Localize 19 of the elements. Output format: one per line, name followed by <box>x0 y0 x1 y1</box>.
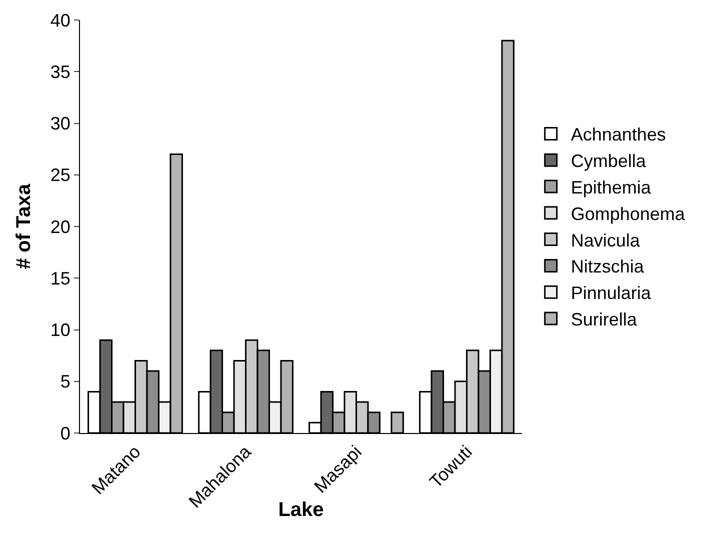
legend-label: Gomphonema <box>570 204 686 224</box>
y-tick-label: 5 <box>60 372 70 392</box>
y-axis-title: # of Taxa <box>13 183 35 270</box>
legend-label: Achnanthes <box>570 124 666 145</box>
y-tick-label: 40 <box>50 10 70 30</box>
legend-label: Cymbella <box>570 151 647 172</box>
legend-label: Navicula <box>570 230 641 250</box>
y-tick-label: 15 <box>50 268 70 288</box>
x-axis-title: Lake <box>278 498 324 521</box>
legend-label: Pinnularia <box>570 283 652 304</box>
y-tick-label: 30 <box>50 114 70 134</box>
legend-label: Surirella <box>570 310 638 330</box>
y-tick-label: 20 <box>50 216 70 237</box>
y-tick-label: 0 <box>60 423 70 444</box>
y-tick-label: 25 <box>50 165 70 186</box>
y-tick-label: 35 <box>50 62 70 82</box>
legend-label: Epithemia <box>570 178 652 198</box>
y-tick-label: 10 <box>50 320 70 340</box>
legend-label: Nitzschia <box>570 256 645 277</box>
